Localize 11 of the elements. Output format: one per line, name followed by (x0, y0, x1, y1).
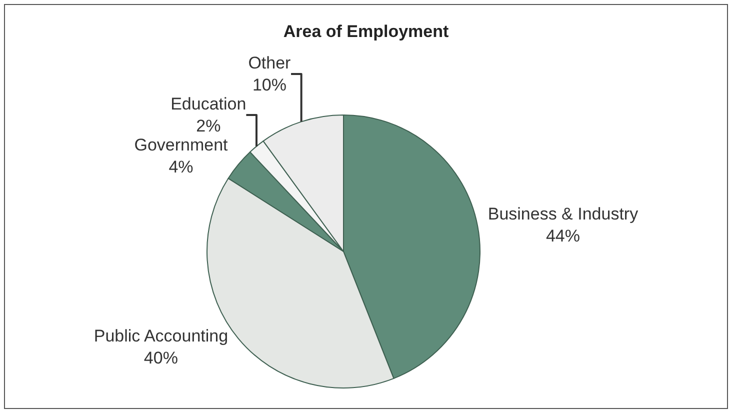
data-label: 2% (196, 116, 221, 136)
data-label: 10% (252, 75, 286, 94)
slice-label: Public Accounting (94, 326, 228, 346)
data-label: 4% (168, 158, 194, 177)
slice-label: Business & Industry (488, 204, 639, 224)
data-label: 40% (144, 348, 178, 368)
slice-label: Other (248, 53, 292, 72)
slice-label: Education (170, 94, 246, 114)
slice-label: Government (134, 136, 228, 155)
chart-title: Area of Employment (283, 22, 449, 42)
data-label: 44% (546, 226, 580, 246)
